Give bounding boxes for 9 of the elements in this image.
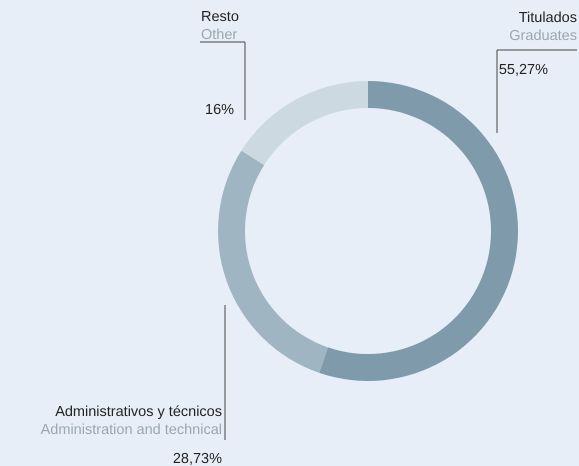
donut-slice	[218, 150, 328, 373]
slice-label: Titulados Graduates	[509, 10, 577, 44]
slice-label: Administrativos y técnicos Administration and technical	[40, 404, 222, 438]
data-label: 16%	[205, 102, 234, 118]
data-label: 28,73%	[172, 451, 222, 466]
donut-slice	[319, 81, 518, 381]
slice-label: Resto Other	[201, 9, 239, 43]
donut-slice	[241, 81, 368, 166]
data-label: 55,27%	[498, 62, 548, 78]
